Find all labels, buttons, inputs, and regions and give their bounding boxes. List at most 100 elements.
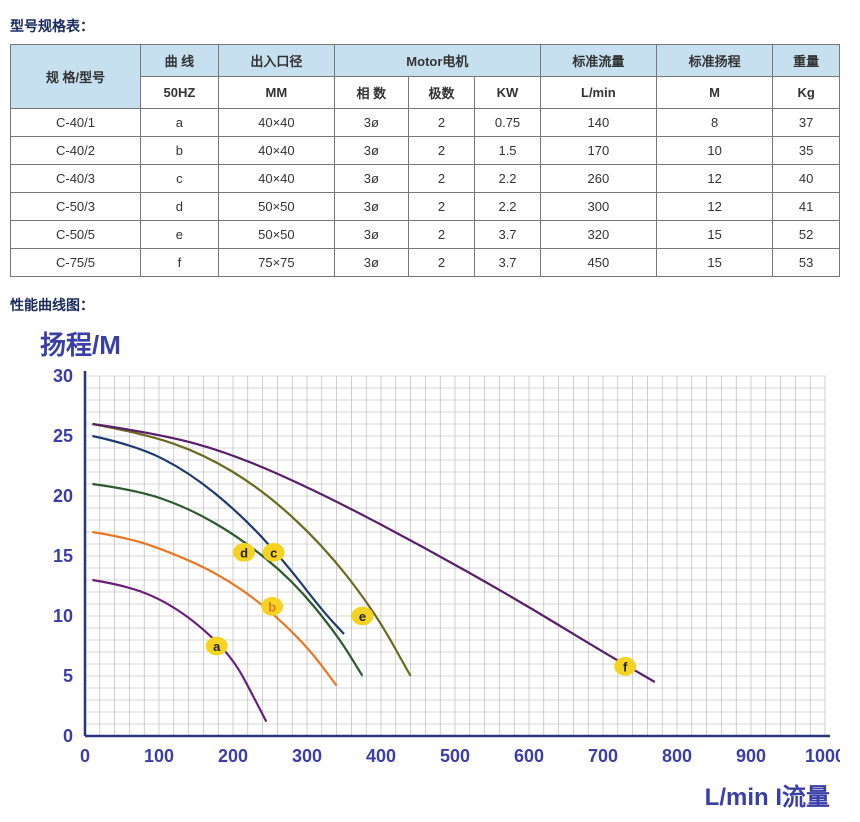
col-header: 曲 线 — [141, 45, 219, 77]
table-cell: C-40/2 — [11, 137, 141, 165]
table-cell: 2 — [408, 137, 475, 165]
performance-chart: 0100200300400500600700800900100051015202… — [30, 366, 840, 781]
table-cell: b — [141, 137, 219, 165]
table-cell: 2 — [408, 109, 475, 137]
table-cell: 35 — [773, 137, 840, 165]
table-cell: 3ø — [335, 193, 409, 221]
col-header: 规 格/型号 — [11, 45, 141, 109]
svg-text:25: 25 — [53, 426, 73, 446]
col-subheader: MM — [218, 77, 334, 109]
table-cell: 1.5 — [475, 137, 540, 165]
chart-section-title: 性能曲线图： — [10, 295, 860, 315]
table-cell: 40×40 — [218, 109, 334, 137]
table-cell: e — [141, 221, 219, 249]
table-cell: 12 — [656, 193, 772, 221]
svg-text:0: 0 — [63, 726, 73, 746]
svg-text:400: 400 — [366, 746, 396, 766]
svg-text:200: 200 — [218, 746, 248, 766]
table-cell: 37 — [773, 109, 840, 137]
table-cell: 8 — [656, 109, 772, 137]
table-cell: 53 — [773, 249, 840, 277]
svg-text:20: 20 — [53, 486, 73, 506]
chart-container: 扬程/M 01002003004005006007008009001000510… — [10, 325, 860, 812]
col-header: Motor电机 — [335, 45, 541, 77]
svg-text:500: 500 — [440, 746, 470, 766]
table-row: C-40/2b40×403ø21.51701035 — [11, 137, 840, 165]
table-cell: 3ø — [335, 137, 409, 165]
table-cell: 140 — [540, 109, 656, 137]
marker-label-c: c — [270, 545, 277, 560]
table-cell: 10 — [656, 137, 772, 165]
table-cell: 2.2 — [475, 165, 540, 193]
spec-table: 规 格/型号曲 线出入口径Motor电机标准流量标准扬程重量 50HZMM相 数极… — [10, 44, 840, 277]
svg-text:600: 600 — [514, 746, 544, 766]
col-header: 标准流量 — [540, 45, 656, 77]
table-cell: 50×50 — [218, 193, 334, 221]
table-cell: 3ø — [335, 109, 409, 137]
marker-label-d: d — [240, 545, 248, 560]
col-subheader: M — [656, 77, 772, 109]
table-cell: 260 — [540, 165, 656, 193]
svg-text:300: 300 — [292, 746, 322, 766]
table-cell: 2 — [408, 249, 475, 277]
col-header: 标准扬程 — [656, 45, 772, 77]
col-header: 重量 — [773, 45, 840, 77]
table-cell: c — [141, 165, 219, 193]
col-subheader: 相 数 — [335, 77, 409, 109]
svg-text:700: 700 — [588, 746, 618, 766]
table-cell: 170 — [540, 137, 656, 165]
table-cell: 15 — [656, 249, 772, 277]
marker-label-f: f — [623, 659, 628, 674]
svg-text:10: 10 — [53, 606, 73, 626]
table-cell: 40×40 — [218, 165, 334, 193]
chart-x-title: L/min I流量 — [30, 777, 830, 812]
table-cell: f — [141, 249, 219, 277]
table-cell: d — [141, 193, 219, 221]
table-cell: a — [141, 109, 219, 137]
svg-text:800: 800 — [662, 746, 692, 766]
table-cell: 2 — [408, 221, 475, 249]
table-cell: 50×50 — [218, 221, 334, 249]
table-cell: 41 — [773, 193, 840, 221]
col-subheader: 50HZ — [141, 77, 219, 109]
table-row: C-40/3c40×403ø22.22601240 — [11, 165, 840, 193]
svg-text:30: 30 — [53, 366, 73, 386]
svg-text:5: 5 — [63, 666, 73, 686]
table-cell: 3ø — [335, 249, 409, 277]
table-cell: 2.2 — [475, 193, 540, 221]
marker-label-e: e — [359, 609, 366, 624]
col-subheader: L/min — [540, 77, 656, 109]
svg-text:900: 900 — [736, 746, 766, 766]
table-cell: 12 — [656, 165, 772, 193]
table-cell: 3ø — [335, 165, 409, 193]
marker-label-b: b — [268, 599, 276, 614]
col-header: 出入口径 — [218, 45, 334, 77]
table-cell: 15 — [656, 221, 772, 249]
table-cell: 75×75 — [218, 249, 334, 277]
table-cell: 40×40 — [218, 137, 334, 165]
table-cell: 2 — [408, 165, 475, 193]
table-cell: 3.7 — [475, 249, 540, 277]
svg-text:1000: 1000 — [805, 746, 840, 766]
table-cell: 40 — [773, 165, 840, 193]
table-cell: 3ø — [335, 221, 409, 249]
table-cell: C-50/3 — [11, 193, 141, 221]
table-cell: 320 — [540, 221, 656, 249]
chart-y-title: 扬程/M — [40, 325, 860, 362]
col-subheader: Kg — [773, 77, 840, 109]
col-subheader: 极数 — [408, 77, 475, 109]
svg-text:100: 100 — [144, 746, 174, 766]
table-row: C-50/3d50×503ø22.23001241 — [11, 193, 840, 221]
svg-text:0: 0 — [80, 746, 90, 766]
svg-text:15: 15 — [53, 546, 73, 566]
table-cell: C-50/5 — [11, 221, 141, 249]
table-cell: C-75/5 — [11, 249, 141, 277]
table-row: C-75/5f75×753ø23.74501553 — [11, 249, 840, 277]
table-cell: 450 — [540, 249, 656, 277]
table-cell: 3.7 — [475, 221, 540, 249]
table-cell: 2 — [408, 193, 475, 221]
table-cell: C-40/3 — [11, 165, 141, 193]
spec-table-head: 规 格/型号曲 线出入口径Motor电机标准流量标准扬程重量 50HZMM相 数极… — [11, 45, 840, 109]
table-cell: 300 — [540, 193, 656, 221]
table-section-title: 型号规格表： — [10, 16, 860, 36]
